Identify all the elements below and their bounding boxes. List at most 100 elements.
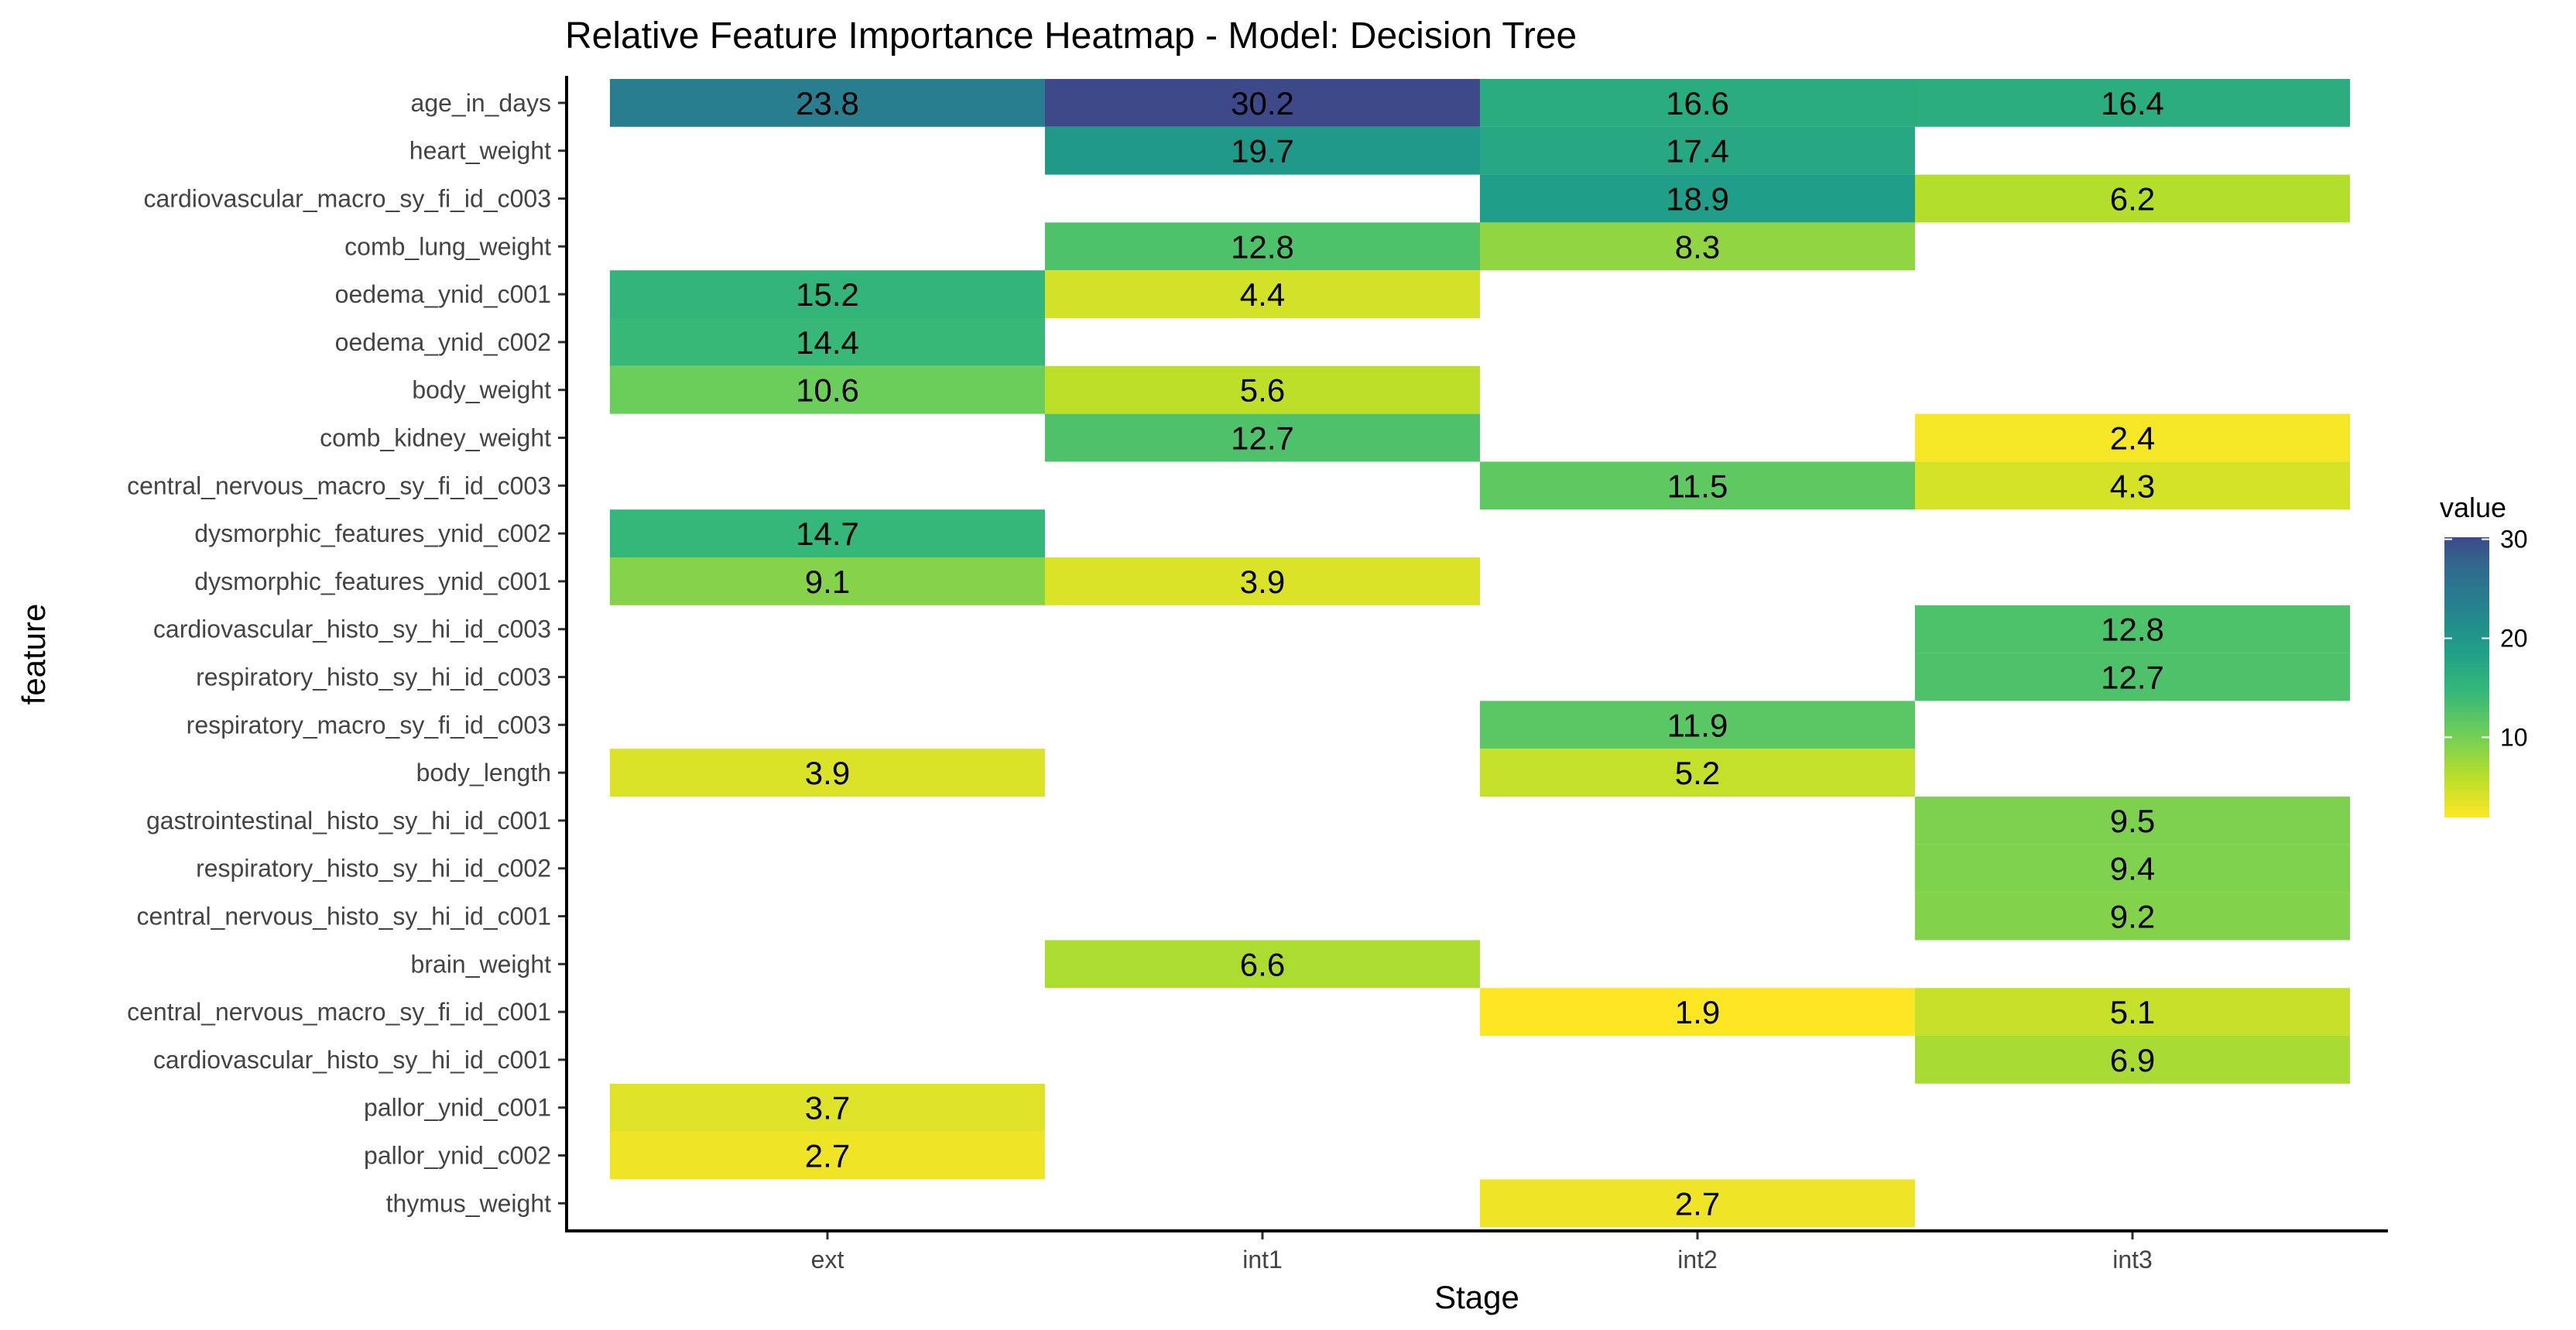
cell-value-label: 3.9 — [805, 755, 850, 791]
legend-ticks: 10 20 30 — [2444, 526, 2528, 751]
x-tick-label: ext — [811, 1246, 844, 1273]
heatmap-cell — [1480, 749, 1915, 797]
heatmap-cell — [1915, 79, 2350, 127]
y-tick-label: central_nervous_macro_sy_fi_id_c001 — [127, 998, 551, 1026]
cell-value-label: 14.7 — [796, 516, 859, 552]
heatmap-cell — [1480, 461, 1915, 510]
cell-value-label: 4.3 — [2110, 468, 2155, 504]
y-tick-label: heart_weight — [409, 137, 551, 165]
cell-value-label: 6.9 — [2110, 1042, 2155, 1078]
heatmap-cell — [1915, 988, 2350, 1036]
heatmap-cell — [1480, 222, 1915, 271]
heatmap-cell — [1480, 126, 1915, 175]
cell-value-label: 9.4 — [2110, 851, 2155, 887]
heatmap-cell — [1045, 365, 1480, 414]
heatmap-cell — [1915, 653, 2350, 701]
y-tick-label: dysmorphic_features_ynid_c001 — [194, 567, 551, 595]
heatmap-cell — [610, 1083, 1045, 1132]
y-tick-label: central_nervous_macro_sy_fi_id_c003 — [127, 471, 551, 499]
cell-value-label: 6.2 — [2110, 181, 2155, 218]
heatmap-cell — [610, 318, 1045, 366]
cell-value-label: 9.2 — [2110, 899, 2155, 935]
heatmap-cell — [1915, 174, 2350, 223]
heatmap-cell — [610, 270, 1045, 318]
cell-value-label: 15.2 — [796, 276, 859, 313]
x-axis-title: Stage — [1434, 1279, 1519, 1315]
cell-value-label: 5.6 — [1240, 372, 1285, 409]
heatmap-cell — [1480, 79, 1915, 127]
x-tick-label: int3 — [2112, 1246, 2153, 1273]
cell-value-label: 3.7 — [805, 1090, 850, 1126]
cell-value-label: 12.7 — [1231, 420, 1294, 457]
heatmap-cell — [610, 365, 1045, 414]
y-tick-label: age_in_days — [411, 89, 551, 117]
x-tick-label: int2 — [1677, 1246, 1718, 1273]
heatmap-cell — [1045, 940, 1480, 989]
heatmap-cell — [1045, 413, 1480, 462]
y-tick-label: body_weight — [412, 376, 551, 404]
cell-value-label: 2.7 — [805, 1138, 850, 1174]
y-tick-label: pallor_ynid_c002 — [364, 1142, 551, 1170]
heatmap-cell — [610, 1131, 1045, 1180]
heatmap-cell — [1045, 270, 1480, 318]
y-axis-title: feature — [15, 604, 52, 705]
cell-value-label: 9.5 — [2110, 803, 2155, 839]
chart-title: Relative Feature Importance Heatmap - Mo… — [565, 15, 1577, 57]
cell-value-label: 11.9 — [1667, 707, 1728, 743]
y-tick-label: cardiovascular_histo_sy_hi_id_c003 — [153, 615, 551, 643]
heatmap-cell — [1045, 79, 1480, 127]
heatmap-cells: 23.8 30.2 16.6 16.4 19.7 17.4 18.9 6.2 12.8 8.3 15… — [610, 79, 2350, 1228]
y-tick-label: brain_weight — [411, 950, 552, 978]
x-axis-ticks: ext int1 int2 int3 — [811, 1231, 2153, 1273]
y-tick-label: central_nervous_histo_sy_hi_id_c001 — [137, 903, 551, 931]
cell-value-label: 4.4 — [1240, 276, 1285, 313]
x-tick-label: int1 — [1242, 1246, 1283, 1273]
heatmap-cell — [1915, 1036, 2350, 1084]
heatmap-cell — [1915, 844, 2350, 893]
legend-tick-label: 30 — [2500, 526, 2528, 554]
cell-value-label: 16.6 — [1666, 85, 1729, 122]
y-tick-label: comb_kidney_weight — [320, 424, 551, 452]
cell-value-label: 8.3 — [1675, 228, 1720, 265]
heatmap-cell — [610, 749, 1045, 797]
cell-value-label: 6.6 — [1240, 946, 1285, 982]
legend-tick-label: 10 — [2500, 723, 2528, 751]
legend-colorbar — [2444, 537, 2489, 818]
cell-value-label: 18.9 — [1666, 181, 1729, 218]
heatmap-cell — [1045, 126, 1480, 175]
heatmap-cell — [1480, 701, 1915, 749]
heatmap-cell — [1480, 988, 1915, 1036]
cell-value-label: 12.8 — [1231, 228, 1294, 265]
cell-value-label: 2.7 — [1675, 1185, 1720, 1222]
y-tick-label: oedema_ynid_c002 — [335, 328, 551, 356]
heatmap-cell — [610, 509, 1045, 557]
heatmap-cell — [1915, 797, 2350, 845]
y-tick-label: cardiovascular_histo_sy_hi_id_c001 — [153, 1046, 551, 1074]
cell-value-label: 1.9 — [1675, 994, 1720, 1030]
heatmap-cell — [1480, 174, 1915, 223]
heatmap-cell — [1480, 1179, 1915, 1228]
y-tick-label: cardiovascular_macro_sy_fi_id_c003 — [144, 185, 552, 213]
cell-value-label: 16.4 — [2101, 85, 2164, 122]
heatmap-cell — [610, 557, 1045, 605]
y-tick-label: respiratory_histo_sy_hi_id_c002 — [196, 855, 551, 883]
heatmap-cell — [1915, 605, 2350, 653]
heatmap-cell — [1045, 222, 1480, 271]
y-tick-label: thymus_weight — [386, 1189, 552, 1217]
cell-value-label: 12.7 — [2101, 660, 2164, 696]
cell-value-label: 10.6 — [796, 372, 859, 409]
heatmap-cell — [610, 79, 1045, 127]
cell-value-label: 3.9 — [1240, 564, 1285, 600]
cell-value-label: 2.4 — [2110, 420, 2155, 457]
y-tick-label: respiratory_macro_sy_fi_id_c003 — [187, 711, 551, 739]
cell-value-label: 9.1 — [805, 564, 850, 600]
cell-value-label: 5.2 — [1675, 755, 1720, 791]
y-tick-label: pallor_ynid_c001 — [364, 1094, 551, 1122]
legend-tick-label: 20 — [2500, 624, 2528, 652]
legend-title: value — [2440, 492, 2506, 523]
y-axis-ticks: age_in_days heart_weight cardiovascular_ma… — [127, 89, 567, 1217]
cell-value-label: 17.4 — [1666, 133, 1729, 170]
heatmap-cell — [1045, 557, 1480, 605]
y-tick-label: gastrointestinal_histo_sy_hi_id_c001 — [146, 807, 551, 835]
